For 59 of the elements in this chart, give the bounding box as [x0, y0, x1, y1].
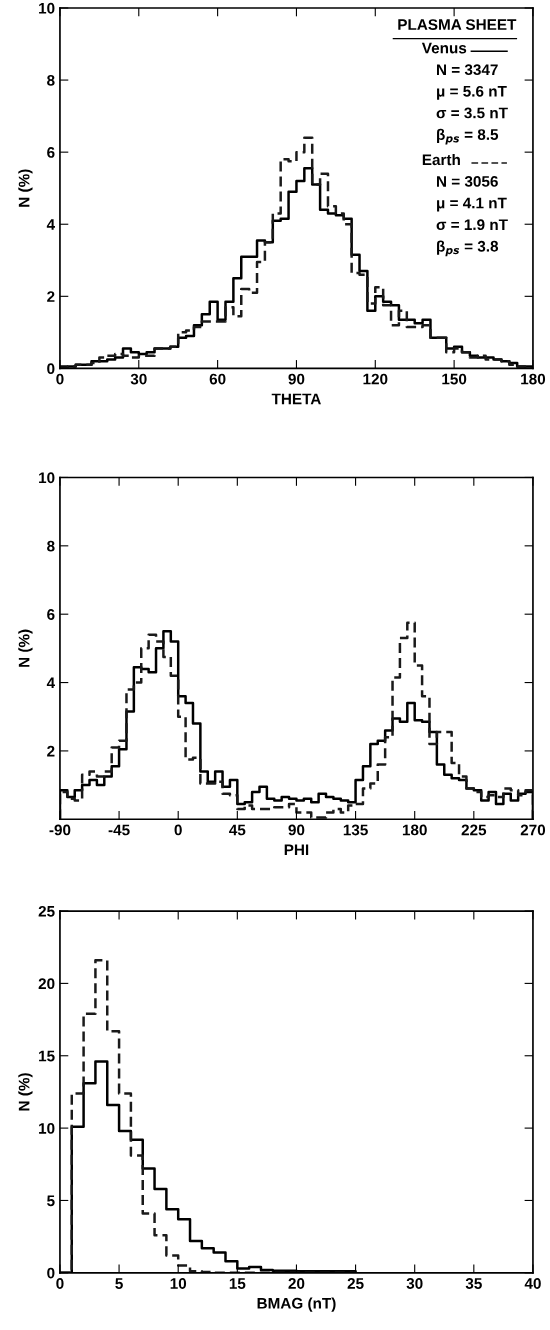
x-tick-label: 0	[56, 373, 64, 385]
x-tick-label: 30	[130, 373, 147, 385]
x-tick-label: 35	[465, 1278, 482, 1289]
y-tick-label: 5	[47, 1195, 55, 1207]
x-tick-label: 180	[521, 373, 546, 385]
x-tick-label: 90	[288, 373, 305, 385]
x-tick-label: 270	[520, 824, 546, 836]
legend-title: PLASMA SHEET	[398, 19, 517, 31]
x-tick-label: 135	[343, 824, 368, 836]
y-tick-label: 6	[47, 147, 55, 158]
y-tick-label: 15	[39, 1050, 55, 1062]
y-tick-label: 10	[39, 1122, 55, 1134]
x-tick-label: 15	[229, 1278, 246, 1289]
x-tick-label: 60	[209, 373, 226, 385]
x-axis-title: THETA	[271, 393, 321, 405]
annotation: σ = 1.9 nT	[436, 219, 508, 231]
y-tick-label: 2	[47, 745, 55, 757]
legend-label: Earth	[422, 153, 460, 166]
y-axis-title: N (%)	[18, 629, 33, 667]
x-tick-label: 0	[56, 1278, 64, 1289]
annotation: N = 3347	[437, 64, 498, 76]
legend-label: Venus	[421, 42, 467, 54]
y-tick-label: 4	[46, 677, 56, 689]
y-tick-label: 8	[47, 540, 55, 552]
annotation: σ = 3.5 nT	[436, 107, 508, 119]
y-tick-label: 6	[47, 609, 55, 620]
annotation: β$_{ps}$ = 8.5	[437, 128, 499, 145]
annotation: μ = 4.1 nT	[437, 197, 507, 212]
y-tick-label: 20	[38, 978, 55, 990]
x-tick-label: 5	[115, 1278, 123, 1289]
x-tick-label: 90	[288, 824, 305, 836]
x-tick-label: -90	[49, 824, 71, 836]
y-tick-label: 0	[47, 1267, 55, 1279]
annotation: μ = 5.6 nT	[437, 85, 507, 100]
x-tick-label: 30	[406, 1278, 423, 1289]
y-tick-label: 0	[47, 363, 55, 375]
x-tick-label: 0	[174, 824, 182, 836]
x-tick-label: 225	[461, 824, 487, 836]
x-tick-label: 40	[524, 1278, 541, 1289]
y-tick-label: 25	[38, 905, 55, 917]
x-tick-label: 180	[402, 824, 427, 836]
annotation: N = 3056	[437, 175, 498, 187]
x-tick-label: 10	[170, 1278, 187, 1289]
y-axis-title: N (%)	[18, 169, 33, 207]
y-tick-label: 8	[47, 74, 55, 86]
x-axis-title: BMAG (nT)	[257, 1297, 336, 1312]
y-tick-label: 2	[47, 291, 55, 302]
y-tick-label: 10	[39, 472, 55, 484]
x-tick-label: -45	[108, 824, 130, 836]
x-tick-label: 45	[229, 824, 246, 836]
x-axis-title: PHI	[284, 844, 309, 856]
y-tick-label: 10	[39, 2, 55, 14]
x-tick-label: 120	[363, 373, 388, 385]
x-tick-label: 150	[442, 373, 467, 385]
y-tick-label: 4	[46, 219, 56, 230]
x-tick-label: 25	[347, 1278, 364, 1289]
annotation: β$_{ps}$ = 3.8	[437, 240, 499, 257]
x-tick-label: 20	[288, 1278, 305, 1289]
y-axis-title: N (%)	[18, 1073, 33, 1111]
